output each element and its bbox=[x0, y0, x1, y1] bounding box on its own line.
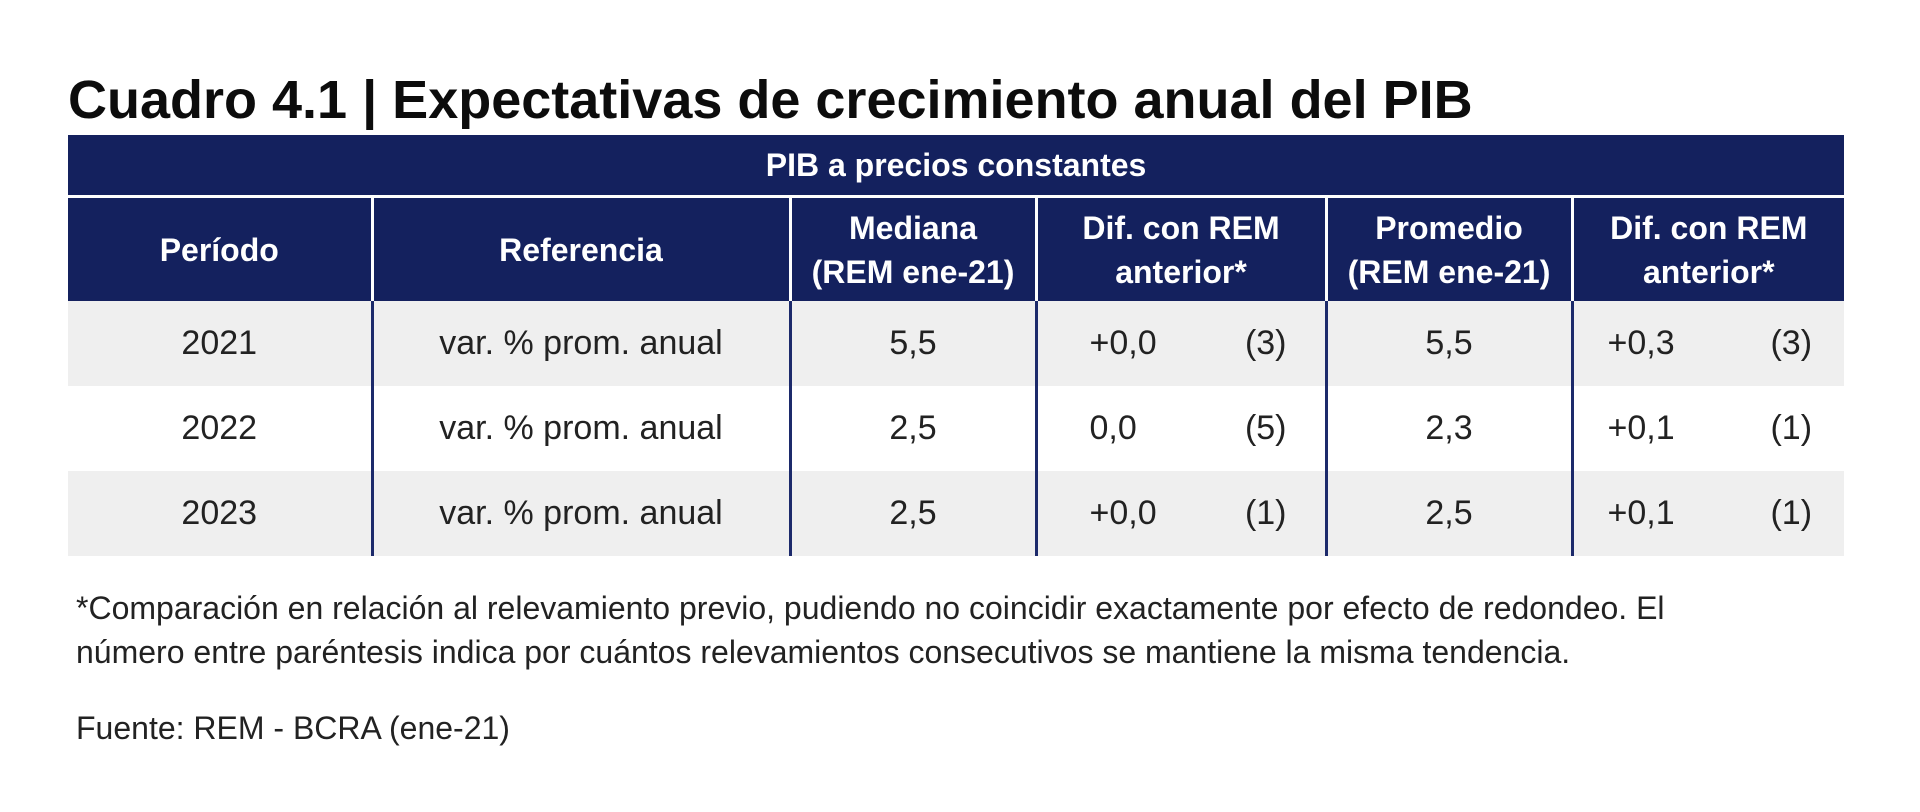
dif-promedio-count: (3) bbox=[1770, 324, 1813, 362]
cell-mediana: 2,5 bbox=[788, 471, 1036, 556]
cell-referencia: var. % prom. anual bbox=[370, 301, 790, 386]
header-mediana: Mediana (REM ene-21) bbox=[788, 196, 1036, 301]
dif-mediana-count: (5) bbox=[1244, 409, 1287, 447]
table-row: 2022 var. % prom. anual 2,5 0,0 (5) 2,3 … bbox=[68, 386, 1845, 471]
dif-mediana-count: (1) bbox=[1244, 494, 1287, 532]
cell-promedio: 2,5 bbox=[1324, 471, 1572, 556]
cell-referencia: var. % prom. anual bbox=[370, 471, 790, 556]
cell-dif-mediana: +0,0 (1) bbox=[1034, 471, 1326, 556]
header-dif-promedio-line2: anterior* bbox=[1642, 253, 1775, 290]
cell-promedio: 2,3 bbox=[1324, 386, 1572, 471]
cell-dif-promedio: +0,3 (3) bbox=[1570, 301, 1845, 386]
header-promedio: Promedio (REM ene-21) bbox=[1324, 196, 1572, 301]
footnote-line2: número entre paréntesis indica por cuánt… bbox=[76, 634, 1571, 670]
cell-periodo: 2023 bbox=[68, 471, 372, 556]
dif-mediana-value: +0,0 bbox=[1089, 494, 1157, 532]
header-dif-promedio: Dif. con REM anterior* bbox=[1570, 196, 1845, 301]
footnote: *Comparación en relación al relevamiento… bbox=[76, 586, 1856, 674]
table-row: 2021 var. % prom. anual 5,5 +0,0 (3) 5,5… bbox=[68, 301, 1845, 386]
header-dif-mediana-line2: anterior* bbox=[1115, 253, 1247, 290]
table-title: Cuadro 4.1 | Expectativas de crecimiento… bbox=[68, 70, 1473, 130]
header-promedio-line1: Promedio bbox=[1375, 209, 1523, 246]
dif-mediana-count: (3) bbox=[1244, 324, 1287, 362]
dif-promedio-value: +0,1 bbox=[1607, 409, 1675, 447]
growth-expectations-table: PIB a precios constantes Período Referen… bbox=[68, 135, 1845, 556]
cell-dif-promedio: +0,1 (1) bbox=[1570, 386, 1845, 471]
header-dif-promedio-line1: Dif. con REM bbox=[1610, 209, 1808, 246]
footnote-line1: *Comparación en relación al relevamiento… bbox=[76, 590, 1665, 626]
cell-promedio: 5,5 bbox=[1324, 301, 1572, 386]
dif-promedio-count: (1) bbox=[1770, 409, 1813, 447]
header-mediana-line1: Mediana bbox=[848, 209, 978, 246]
header-mediana-line2: (REM ene-21) bbox=[811, 253, 1015, 290]
cell-dif-mediana: +0,0 (3) bbox=[1034, 301, 1326, 386]
dif-promedio-value: +0,1 bbox=[1607, 494, 1675, 532]
cell-mediana: 2,5 bbox=[788, 386, 1036, 471]
dif-mediana-value: 0,0 bbox=[1089, 409, 1137, 447]
cell-periodo: 2021 bbox=[68, 301, 372, 386]
header-promedio-line2: (REM ene-21) bbox=[1347, 253, 1551, 290]
cell-mediana: 5,5 bbox=[788, 301, 1036, 386]
header-dif-mediana-line1: Dif. con REM bbox=[1082, 209, 1280, 246]
header-referencia: Referencia bbox=[370, 196, 790, 301]
cell-periodo: 2022 bbox=[68, 386, 372, 471]
header-periodo: Período bbox=[68, 196, 372, 301]
dif-promedio-value: +0,3 bbox=[1607, 324, 1675, 362]
growth-expectations-table-container: PIB a precios constantes Período Referen… bbox=[68, 135, 1845, 556]
dif-mediana-value: +0,0 bbox=[1089, 324, 1157, 362]
source-note: Fuente: REM - BCRA (ene-21) bbox=[76, 710, 510, 746]
dif-promedio-count: (1) bbox=[1770, 494, 1813, 532]
table-row: 2023 var. % prom. anual 2,5 +0,0 (1) 2,5… bbox=[68, 471, 1845, 556]
header-dif-mediana: Dif. con REM anterior* bbox=[1034, 196, 1326, 301]
cell-dif-mediana: 0,0 (5) bbox=[1034, 386, 1326, 471]
super-header: PIB a precios constantes bbox=[68, 135, 1845, 198]
cell-referencia: var. % prom. anual bbox=[370, 386, 790, 471]
cell-dif-promedio: +0,1 (1) bbox=[1570, 471, 1845, 556]
